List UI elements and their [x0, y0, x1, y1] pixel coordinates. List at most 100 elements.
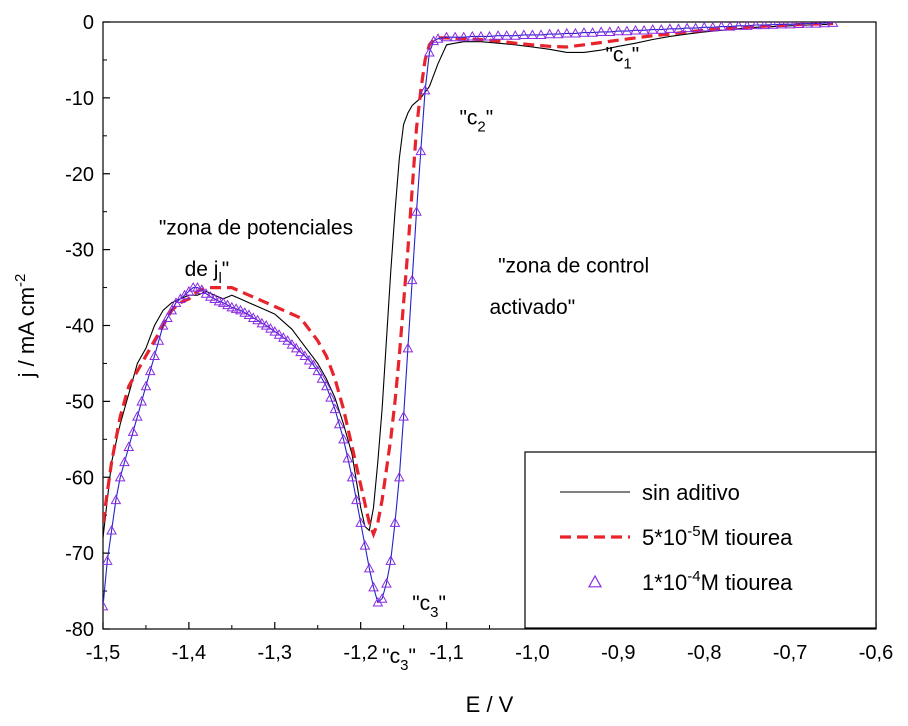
- y-tick-label: -10: [65, 88, 94, 110]
- data-point: [222, 299, 233, 310]
- data-point: [750, 22, 762, 30]
- annotation-subscript: 3: [430, 604, 438, 621]
- legend: sin aditivo 5*10-5M tiourea 1*10-4M tioure…: [524, 451, 877, 629]
- data-point: [621, 25, 633, 36]
- data-point: [741, 22, 753, 30]
- series-3: [103, 22, 839, 611]
- data-point: [402, 342, 414, 353]
- data-point: [419, 84, 431, 95]
- y-tick-label: -30: [65, 240, 94, 262]
- data-point: [196, 284, 208, 294]
- data-point: [312, 365, 324, 376]
- data-point: [213, 295, 225, 306]
- data-point: [604, 26, 616, 36]
- y-axis-label: j / mA cm-2: [12, 274, 39, 379]
- data-point: [801, 22, 813, 28]
- annotation-text: "c: [382, 645, 400, 668]
- y-axis-label-sup: -2: [12, 274, 29, 287]
- data-point: [518, 29, 530, 39]
- annotation-text: ": [408, 645, 415, 668]
- data-point: [325, 392, 336, 402]
- y-tick-label: -80: [65, 619, 94, 641]
- data-point: [355, 517, 367, 527]
- data-point: [561, 27, 573, 38]
- x-axis-label: E / V: [466, 692, 514, 717]
- data-point: [103, 555, 113, 565]
- data-point: [827, 22, 839, 27]
- x-tick-label: -1,5: [86, 642, 120, 664]
- data-point: [140, 380, 152, 391]
- data-point: [406, 274, 418, 285]
- data-point: [363, 562, 375, 573]
- data-point: [209, 293, 221, 304]
- annotation-text: "zona de control: [498, 254, 649, 277]
- data-point: [733, 22, 744, 30]
- data-point: [466, 30, 478, 41]
- data-point: [286, 338, 298, 349]
- data-point: [256, 317, 268, 328]
- data-point: [784, 22, 796, 29]
- data-point: [810, 22, 822, 28]
- y-tick-label: -40: [65, 316, 94, 338]
- annotation-text: "c: [459, 106, 477, 129]
- legend-item-1: sin aditivo: [560, 480, 740, 505]
- data-point: [153, 335, 165, 345]
- data-point: [458, 31, 470, 42]
- y-axis-ticks: 0 -10 -20 -30 -40 -50 -60 -70 -80: [65, 12, 110, 641]
- x-axis-ticks: -1,5 -1,4 -1,3 -1,2 -1,1 -1,0 -0,9 -0,8 -0,7 -0,6: [86, 622, 893, 664]
- data-point: [329, 403, 341, 414]
- data-point: [123, 441, 135, 451]
- annotation-c2: "c2": [459, 106, 493, 135]
- annotation-text: "c: [412, 592, 430, 615]
- data-point: [265, 323, 276, 333]
- data-point: [767, 22, 779, 29]
- data-point: [441, 31, 452, 42]
- data-point: [428, 35, 440, 46]
- data-point: [149, 350, 160, 360]
- data-point: [235, 304, 246, 315]
- legend-box: [524, 451, 877, 629]
- data-point: [278, 332, 289, 342]
- annotation-zona-control-line1: "zona de control: [498, 254, 649, 277]
- data-point: [698, 22, 710, 32]
- data-point: [308, 359, 319, 370]
- data-point: [758, 22, 770, 30]
- data-point: [449, 31, 461, 42]
- y-axis-label-main: j / mA cm: [14, 287, 39, 378]
- x-tick-label: -1,4: [172, 642, 206, 664]
- data-point: [368, 581, 379, 592]
- x-tick-label: -1,2: [343, 642, 377, 664]
- data-point: [338, 433, 349, 444]
- data-point: [544, 28, 555, 39]
- annotation-text: de j: [185, 258, 219, 281]
- legend-label: sin aditivo: [642, 480, 740, 505]
- data-point: [501, 30, 513, 40]
- data-point: [132, 411, 143, 421]
- data-point: [681, 22, 693, 33]
- data-point: [205, 291, 216, 301]
- annotation-c1: "c1": [605, 43, 639, 72]
- data-point: [393, 471, 405, 482]
- data-point: [509, 30, 521, 40]
- data-point: [299, 350, 311, 360]
- data-point: [595, 26, 607, 36]
- data-point: [707, 22, 719, 32]
- annotation-zona-jl-line1: "zona de potenciales: [159, 216, 353, 239]
- data-point: [269, 326, 281, 336]
- legend-swatch: [587, 574, 603, 588]
- annotation-text: ": [222, 258, 229, 281]
- data-point: [385, 555, 397, 565]
- annotation-subscript: l: [218, 270, 221, 287]
- data-point: [144, 365, 156, 376]
- series-1: [103, 23, 834, 538]
- y-tick-label: -70: [65, 543, 94, 565]
- data-point: [252, 314, 263, 325]
- data-point: [119, 456, 130, 467]
- data-point: [333, 418, 345, 429]
- data-point: [552, 28, 564, 39]
- data-point: [103, 600, 109, 611]
- data-point: [192, 282, 203, 292]
- annotation-text: ": [439, 592, 446, 615]
- annotation-text: ": [632, 43, 639, 66]
- data-point: [295, 346, 306, 357]
